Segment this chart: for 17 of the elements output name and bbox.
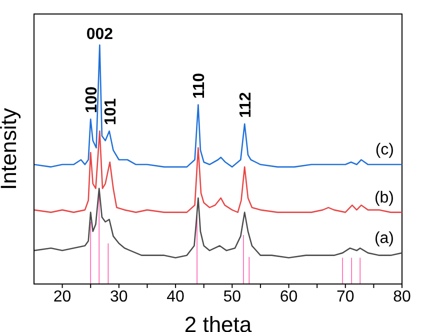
x-tick-label: 70: [336, 288, 354, 306]
y-axis-title: Intensity: [0, 108, 21, 190]
annotation: 101: [102, 98, 120, 126]
x-tick-label: 40: [166, 288, 185, 306]
annotation: 100: [84, 86, 101, 114]
x-tick-label: 80: [393, 288, 411, 306]
annotation: 110: [191, 72, 208, 99]
x-tick-label: 60: [280, 288, 298, 306]
x-tick-label: 30: [110, 288, 128, 306]
series-label: (b): [374, 189, 394, 206]
x-tick-label: 50: [223, 288, 242, 306]
annotation: 112: [238, 92, 255, 118]
series-label: (a): [374, 230, 394, 247]
annotation: 002: [86, 26, 114, 44]
x-axis-title: 2 theta: [184, 312, 252, 332]
x-tick-label: 20: [53, 288, 72, 306]
series-label: (c): [375, 142, 394, 159]
